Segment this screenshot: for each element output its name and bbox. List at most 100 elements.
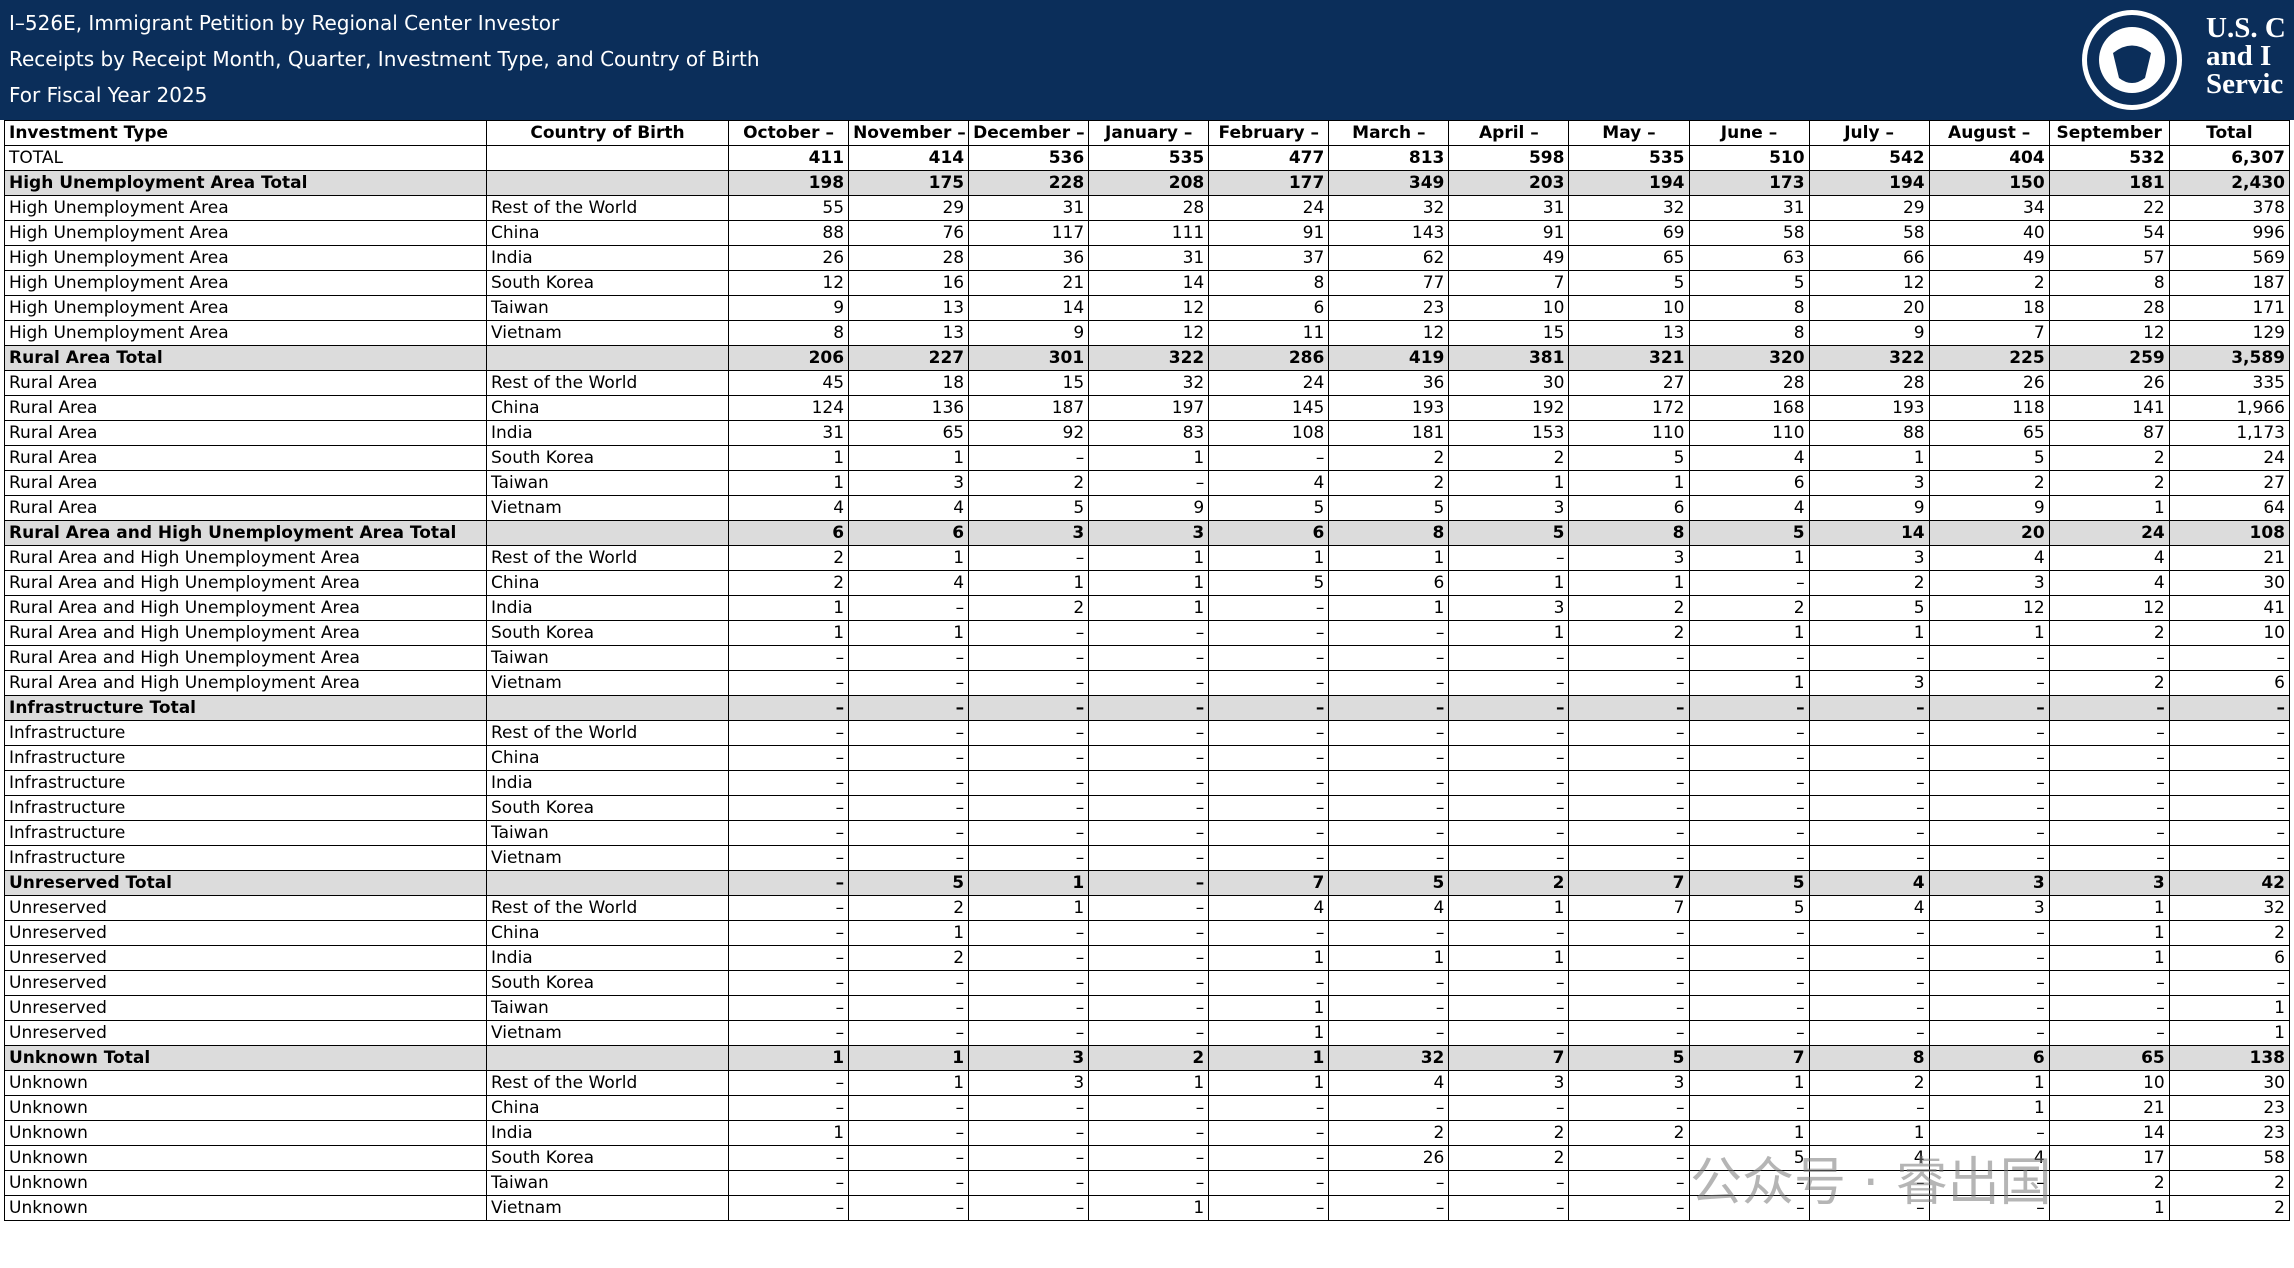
value-cell: – [1928,820,2050,846]
value-cell: 175 [848,170,970,196]
value-cell: 49 [1928,245,2050,271]
label-cell: High Unemployment Area [4,320,487,346]
value-cell: – [727,1145,850,1171]
table-row: High Unemployment Area South Korea 12 16 21 1… [4,270,2291,296]
value-cell: – [968,620,1090,646]
table-row: Rural Area and High Unemployment Area Vie… [4,670,2291,696]
value-cell: 14 [1808,520,1930,546]
title: I–526E, Immigrant Petition by Regional C… [9,11,560,35]
value-cell: 23 [1328,295,1450,321]
label-cell: China [486,1095,729,1121]
value-cell: 3 [848,470,970,496]
label-cell: Infrastructure [4,845,487,871]
value-cell: – [1808,1095,1930,1121]
value-cell: 3 [1568,1070,1690,1096]
value-cell: 66 [1808,245,1930,271]
value-cell: 12 [727,270,850,296]
value-cell: – [1568,995,1690,1021]
column-header: Total [2168,120,2291,146]
table-row: Unknown Rest of the World –1 3 1 1 4 3 3 1 2 1 10 30 [4,1070,2291,1096]
value-cell: 1 [848,445,970,471]
value-cell: – [1688,1020,1810,1046]
column-header: January – [1088,120,1210,146]
value-cell: – [727,820,850,846]
value-cell: 193 [1808,395,1930,421]
value-cell: 4 [2048,545,2170,571]
value-cell: – [2048,720,2170,746]
value-cell: 1 [1208,1070,1330,1096]
value-cell: – [1688,1095,1810,1121]
value-cell: 14 [968,295,1090,321]
table-row: High Unemployment Area China 88 76 117 111 91 1… [4,220,2291,246]
value-cell: 76 [848,220,970,246]
value-cell: – [2048,645,2170,671]
value-cell: 3 [1928,570,2050,596]
value-cell: – [1808,1195,1930,1221]
value-cell: 2 [2168,920,2291,946]
label-cell: Unknown [4,1070,487,1096]
label-cell: Vietnam [486,845,729,871]
value-cell: 5 [1208,495,1330,521]
value-cell: 4 [1808,1145,1930,1171]
label-cell: Taiwan [486,295,729,321]
value-cell: – [1448,545,1570,571]
label-cell: Infrastructure [4,770,487,796]
value-cell: 4 [1328,895,1450,921]
value-cell: – [848,1145,970,1171]
value-cell: 228 [968,170,1090,196]
value-cell: 3 [1808,545,1930,571]
value-cell: 5 [1928,445,2050,471]
value-cell: – [1328,770,1450,796]
value-cell: 3 [1808,670,1930,696]
value-cell: 91 [1208,220,1330,246]
label-cell: Vietnam [486,670,729,696]
label-cell: Infrastructure Total [4,695,487,721]
value-cell: – [727,1170,850,1196]
value-cell: – [968,1120,1090,1146]
value-cell: 208 [1088,170,1210,196]
value-cell: 9 [1088,495,1210,521]
value-cell: – [968,445,1090,471]
value-cell: 1 [848,1045,970,1071]
value-cell: 24 [2048,520,2170,546]
value-cell: – [968,1170,1090,1196]
period: For Fiscal Year 2025 [9,83,208,107]
value-cell: 58 [1688,220,1810,246]
value-cell: 5 [1688,520,1810,546]
column-header: August – [1928,120,2050,146]
value-cell: – [2168,645,2291,671]
value-cell: – [2048,745,2170,771]
value-cell: – [727,745,850,771]
label-cell: China [486,570,729,596]
label-cell: Unknown [4,1195,487,1221]
value-cell: – [1568,1195,1690,1221]
value-cell: 65 [2048,1045,2170,1071]
value-cell: 32 [1328,195,1450,221]
value-cell: 1 [2168,995,2291,1021]
table-row: Rural Area Total 206 227 301 322 286 419 381 321… [4,345,2291,371]
value-cell: 111 [1088,220,1210,246]
value-cell: 14 [1088,270,1210,296]
value-cell: 2 [2048,620,2170,646]
value-cell: – [1208,1145,1330,1171]
value-cell: – [1208,1120,1330,1146]
table-row: Infrastructure South Korea – – – – – – – – – – – – – [4,795,2291,821]
value-cell: 536 [968,145,1090,171]
value-cell: 1 [1088,570,1210,596]
value-cell: 996 [2168,220,2291,246]
value-cell: 5 [968,495,1090,521]
value-cell: 4 [2048,570,2170,596]
value-cell: – [1808,1020,1930,1046]
table-row: High Unemployment Area Total 198 175 228 208… [4,170,2291,196]
value-cell: – [2048,795,2170,821]
value-cell: – [1448,795,1570,821]
value-cell: 206 [727,345,850,371]
value-cell: – [727,870,850,896]
value-cell: 4 [1688,495,1810,521]
value-cell: 31 [1448,195,1570,221]
value-cell: 17 [2048,1145,2170,1171]
value-cell: 13 [848,295,970,321]
value-cell: 7 [1448,1045,1570,1071]
label-cell: Rural Area [4,420,487,446]
